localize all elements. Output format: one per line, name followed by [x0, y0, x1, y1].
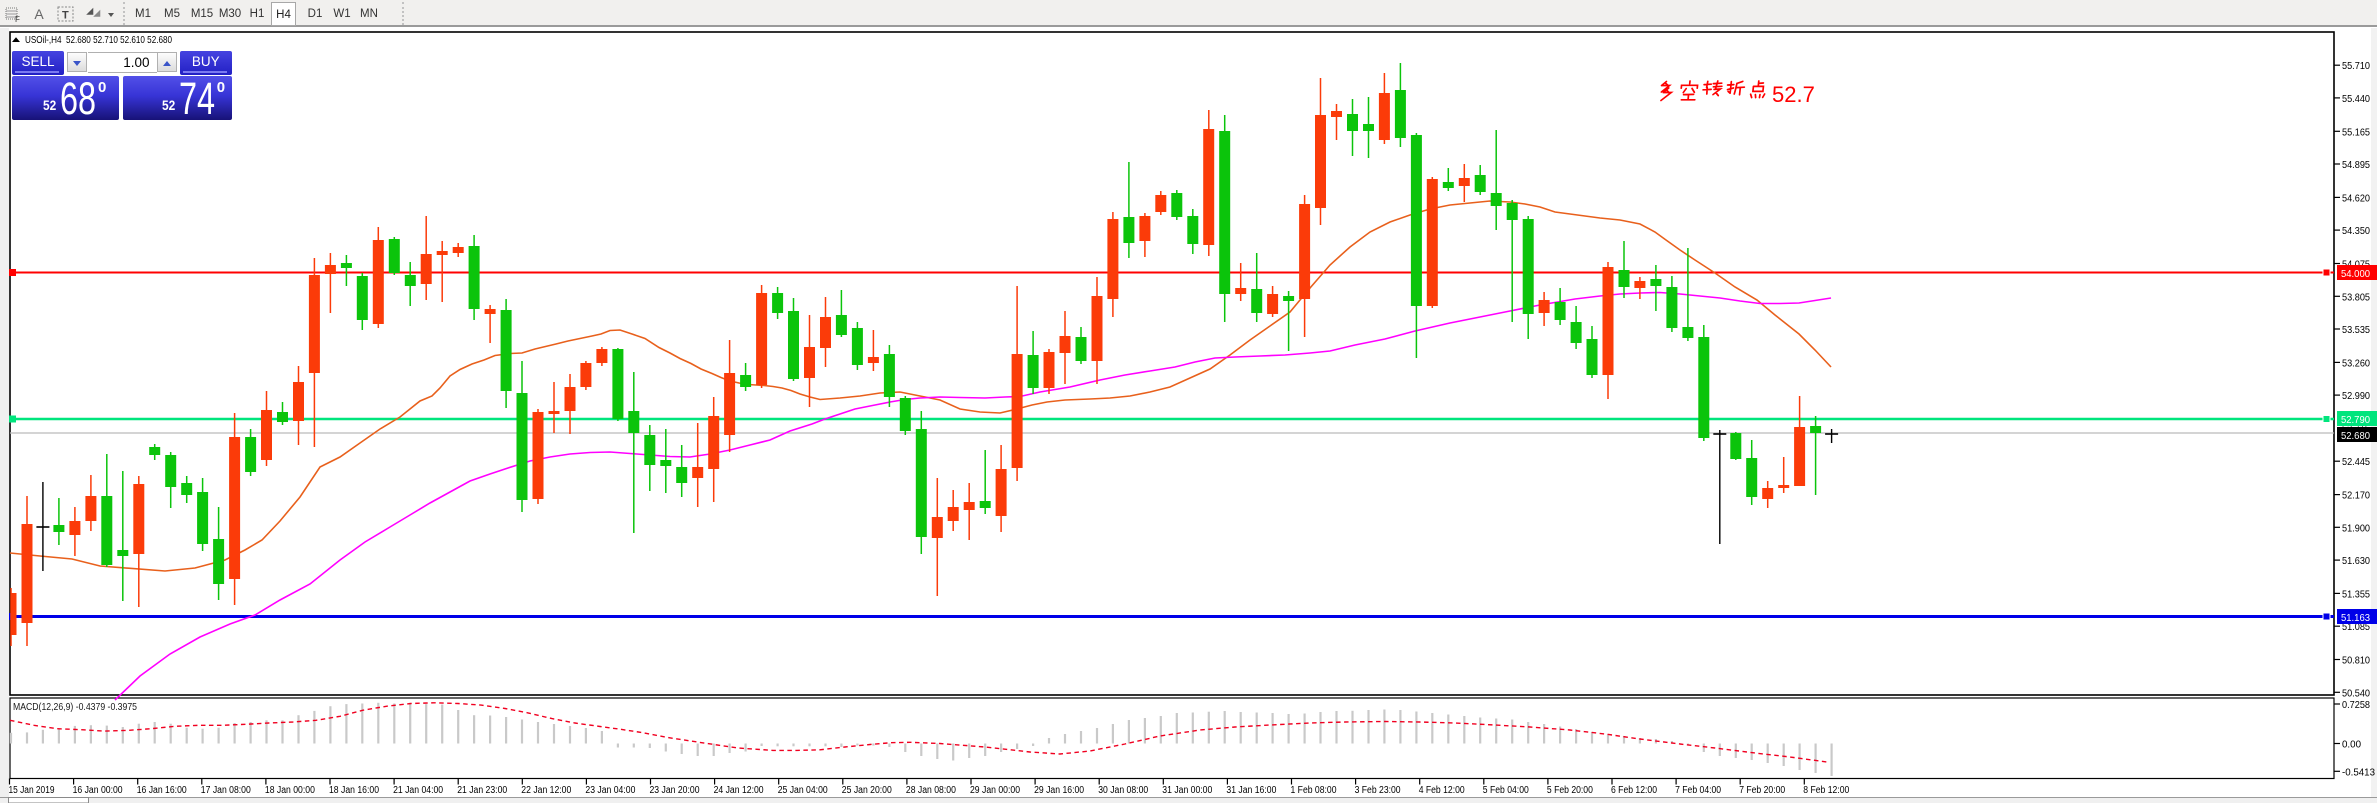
svg-text:51.900: 51.900 [2342, 523, 2370, 534]
svg-text:5 Feb 04:00: 5 Feb 04:00 [1483, 785, 1529, 796]
svg-text:USOil-,H4 52.680 52.710 52.61: USOil-,H4 52.680 52.710 52.610 52.680 [25, 35, 172, 46]
svg-text:31 Jan 00:00: 31 Jan 00:00 [1162, 785, 1212, 796]
svg-text:18 Jan 16:00: 18 Jan 16:00 [329, 785, 379, 796]
svg-text:-0.5413: -0.5413 [2342, 767, 2375, 778]
svg-text:55.710: 55.710 [2342, 61, 2370, 72]
svg-text:52.7: 52.7 [1772, 82, 1815, 107]
svg-text:7 Feb 04:00: 7 Feb 04:00 [1675, 785, 1721, 796]
svg-text:T: T [62, 10, 69, 22]
svg-text:23 Jan 20:00: 23 Jan 20:00 [650, 785, 700, 796]
svg-text:1 Feb 08:00: 1 Feb 08:00 [1291, 785, 1337, 796]
svg-text:7 Feb 20:00: 7 Feb 20:00 [1739, 785, 1785, 796]
svg-text:24 Jan 12:00: 24 Jan 12:00 [714, 785, 764, 796]
svg-text:16 Jan 00:00: 16 Jan 00:00 [73, 785, 123, 796]
svg-text:21 Jan 04:00: 21 Jan 04:00 [393, 785, 443, 796]
svg-text:17 Jan 08:00: 17 Jan 08:00 [201, 785, 251, 796]
svg-text:50.540: 50.540 [2342, 688, 2370, 699]
svg-text:22 Jan 12:00: 22 Jan 12:00 [521, 785, 571, 796]
svg-text:52.990: 52.990 [2342, 391, 2370, 402]
svg-text:31 Jan 16:00: 31 Jan 16:00 [1226, 785, 1276, 796]
svg-text:51.355: 51.355 [2342, 589, 2370, 600]
svg-text:4 Feb 12:00: 4 Feb 12:00 [1419, 785, 1465, 796]
svg-text:8 Feb 12:00: 8 Feb 12:00 [1803, 785, 1849, 796]
svg-text:0.7258: 0.7258 [2342, 700, 2370, 711]
svg-text:15 Jan 2019: 15 Jan 2019 [9, 785, 55, 796]
svg-text:23 Jan 04:00: 23 Jan 04:00 [585, 785, 635, 796]
svg-text:52.790: 52.790 [2341, 415, 2370, 426]
svg-text:51.163: 51.163 [2341, 613, 2370, 624]
svg-text:29 Jan 00:00: 29 Jan 00:00 [970, 785, 1020, 796]
svg-text:30 Jan 08:00: 30 Jan 08:00 [1098, 785, 1148, 796]
svg-text:52.445: 52.445 [2342, 457, 2370, 468]
svg-text:29 Jan 16:00: 29 Jan 16:00 [1034, 785, 1084, 796]
svg-text:55.165: 55.165 [2342, 127, 2370, 138]
svg-text:54.000: 54.000 [2341, 269, 2370, 280]
svg-text:6 Feb 12:00: 6 Feb 12:00 [1611, 785, 1657, 796]
svg-text:25 Jan 20:00: 25 Jan 20:00 [842, 785, 892, 796]
svg-text:54.895: 54.895 [2342, 160, 2370, 171]
svg-text:51.630: 51.630 [2342, 556, 2370, 567]
svg-text:3 Feb 23:00: 3 Feb 23:00 [1355, 785, 1401, 796]
svg-text:F: F [15, 15, 20, 23]
svg-text:53.535: 53.535 [2342, 325, 2370, 336]
svg-text:18 Jan 00:00: 18 Jan 00:00 [265, 785, 315, 796]
svg-text:55.440: 55.440 [2342, 94, 2370, 105]
svg-text:50.810: 50.810 [2342, 656, 2370, 667]
svg-text:5 Feb 20:00: 5 Feb 20:00 [1547, 785, 1593, 796]
svg-text:MACD(12,26,9) -0.4379 -0.3975: MACD(12,26,9) -0.4379 -0.3975 [13, 702, 137, 713]
svg-text:52.680: 52.680 [2341, 431, 2370, 442]
svg-text:53.260: 53.260 [2342, 358, 2370, 369]
svg-text:52.170: 52.170 [2342, 491, 2370, 502]
svg-text:53.805: 53.805 [2342, 292, 2370, 303]
svg-text:54.350: 54.350 [2342, 226, 2370, 237]
svg-text:51.085: 51.085 [2342, 622, 2370, 633]
svg-text:21 Jan 23:00: 21 Jan 23:00 [457, 785, 507, 796]
svg-text:16 Jan 16:00: 16 Jan 16:00 [137, 785, 187, 796]
svg-text:25 Jan 04:00: 25 Jan 04:00 [778, 785, 828, 796]
svg-text:28 Jan 08:00: 28 Jan 08:00 [906, 785, 956, 796]
svg-text:54.620: 54.620 [2342, 193, 2370, 204]
svg-text:0.00: 0.00 [2342, 740, 2361, 751]
